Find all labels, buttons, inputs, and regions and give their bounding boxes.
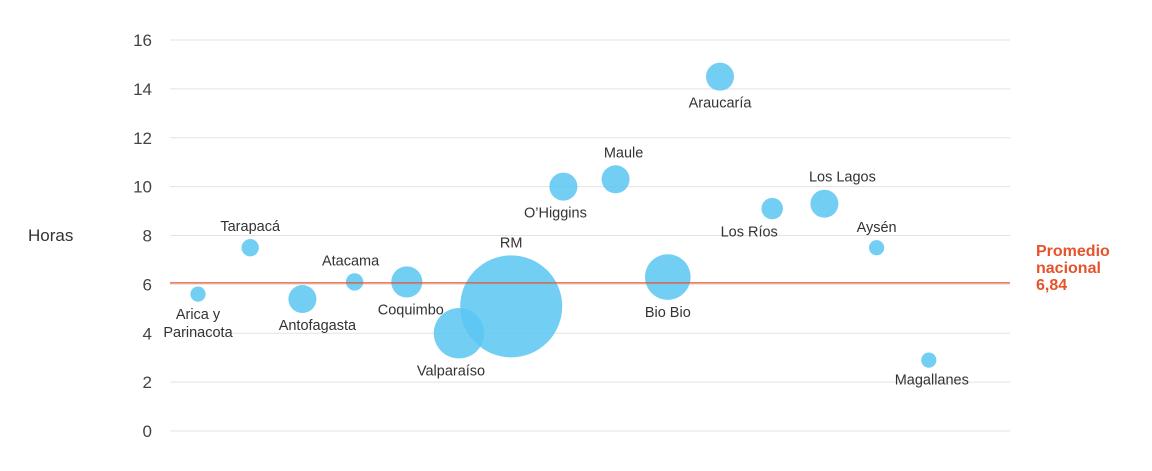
y-tick-label: 12 [133,129,152,148]
y-tick-label: 14 [133,80,152,99]
y-axis-tick-labels: 0 2 4 6 8 10 12 14 16 [133,31,152,441]
bubble [345,273,364,291]
bubble-label: Magallanes [895,373,969,389]
bubble-label: Valparaíso [417,363,485,379]
bubble-label: O’Higgins [524,206,587,222]
bubbles [190,62,937,368]
y-tick-label: 10 [133,178,152,197]
average-label: Promedio nacional 6,84 [1036,243,1110,294]
y-tick-label: 0 [143,422,152,441]
bubble-label: Coquimbo [378,303,444,319]
bubble-label: Araucaría [689,96,753,112]
bubble-label: Los Lagos [809,170,876,186]
bubble-label: Bio Bio [645,305,691,321]
bubble [549,172,578,201]
y-axis-label: Horas [28,226,73,245]
bubble-label: Atacama [322,253,380,269]
y-tick-label: 8 [143,227,152,246]
bubble-label: RM [500,235,523,251]
bubble [288,285,317,314]
bubble [810,189,839,218]
y-tick-label: 4 [143,324,152,343]
bubble [391,266,423,298]
bubble-label: Maule [604,145,644,161]
bubble [190,286,206,302]
bubble-label: Los Ríos [721,224,778,240]
bubble [705,62,735,91]
bubble-label: Tarapacá [220,219,281,235]
bubble [460,255,563,358]
bubble-label: Antofagasta [279,318,357,334]
bubble [921,352,937,368]
y-tick-label: 2 [143,373,152,392]
bubble-label: Aysén [857,220,897,236]
bubble [601,165,630,194]
bubble [868,240,885,256]
y-tick-label: 6 [143,275,152,294]
bubble [644,254,691,300]
bubble-label: Arica y Parinacota [163,307,233,341]
bubble-labels: Arica y Parinacota Tarapacá Antofagasta Atac… [163,96,969,389]
y-tick-label: 16 [133,31,152,50]
grid-lines [170,39,1010,432]
bubble [241,239,259,257]
bubble [761,197,783,220]
